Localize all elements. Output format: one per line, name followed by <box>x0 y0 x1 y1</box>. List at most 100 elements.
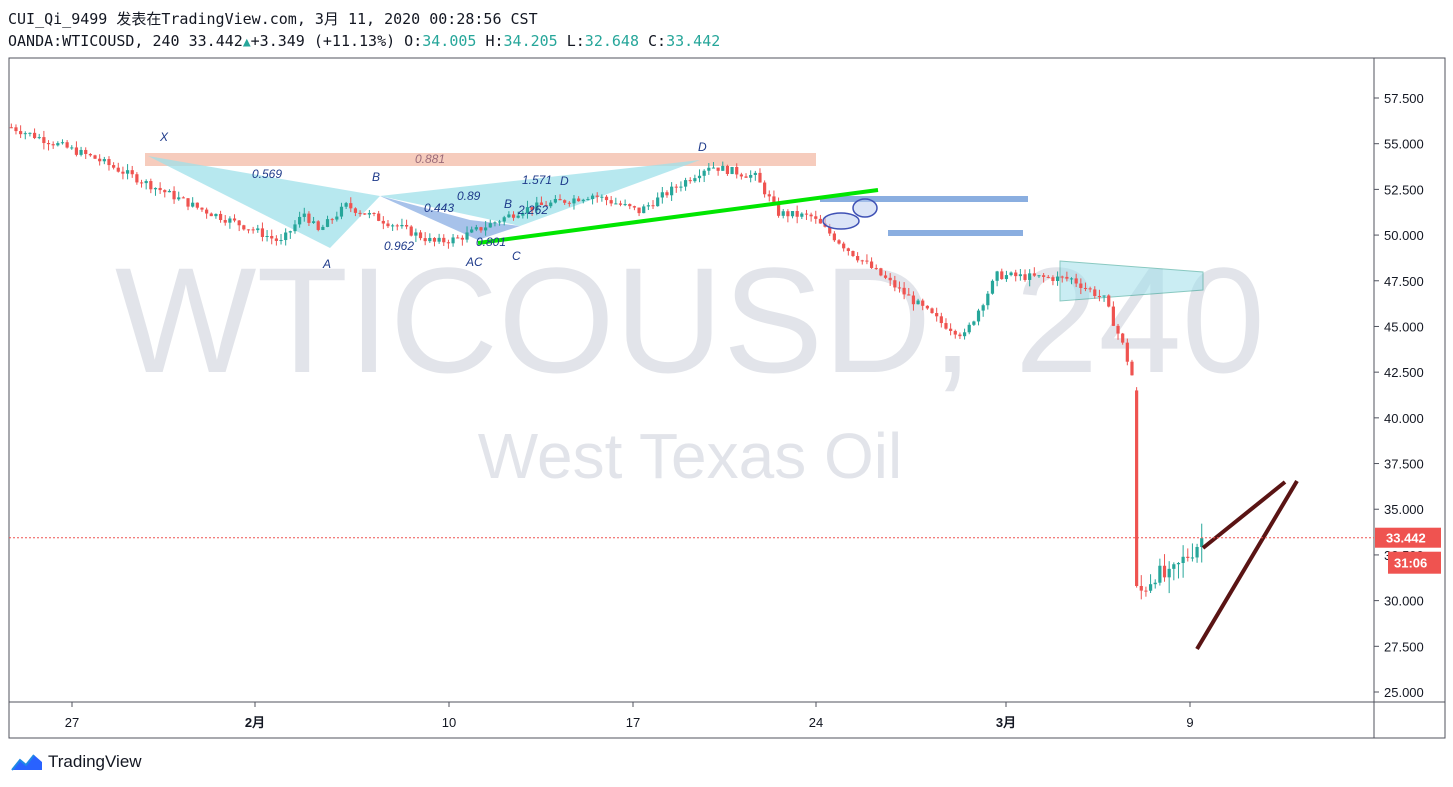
candle-body <box>84 149 88 155</box>
candle-body <box>442 237 446 243</box>
pattern-label: 1.571 <box>522 173 552 187</box>
candle-body <box>135 174 139 183</box>
candle-body <box>391 225 395 227</box>
candle-body <box>1107 295 1111 307</box>
harmonic-xab-triangle <box>148 156 380 248</box>
last-price: 33.442 <box>188 32 243 50</box>
candle-body <box>707 167 711 171</box>
candle-body <box>879 268 883 276</box>
candle-body <box>1130 361 1134 376</box>
candle-body <box>935 313 939 317</box>
candle-body <box>149 181 153 190</box>
candle-body <box>995 271 999 281</box>
candle-body <box>842 243 846 249</box>
candle-body <box>511 214 516 218</box>
candle-body <box>265 236 269 238</box>
candle-body <box>897 287 902 289</box>
candle-body <box>962 332 967 337</box>
candle-body <box>1148 584 1153 591</box>
pattern-label: C <box>512 249 521 263</box>
watermark-symbol: WTICOUSD, 240 <box>115 236 1265 404</box>
candle-body <box>1195 546 1199 558</box>
tradingview-brand[interactable]: TradingView <box>10 752 142 772</box>
candle-body <box>465 232 469 240</box>
candle-body <box>353 208 358 213</box>
candle-body <box>28 132 32 134</box>
candle-body <box>1018 274 1022 277</box>
candle-body <box>749 174 753 178</box>
candle-body <box>1125 342 1129 362</box>
candle-body <box>214 213 218 217</box>
candle-body <box>688 180 692 182</box>
candle-body <box>130 170 134 175</box>
chart-frame <box>8 57 1446 739</box>
candle-body <box>242 225 246 230</box>
candle-body <box>218 213 223 221</box>
candle-body <box>888 277 892 281</box>
y-tick-label: 50.000 <box>1384 228 1424 243</box>
candle-body <box>474 227 478 230</box>
pattern-label: 0.881 <box>415 152 445 166</box>
candle-body <box>930 308 934 314</box>
candle-body <box>725 165 730 174</box>
candle-body <box>1102 295 1106 297</box>
candle-body <box>437 237 441 242</box>
candle-body <box>651 205 655 207</box>
candle-body <box>372 212 376 214</box>
y-tick-label: 55.000 <box>1384 137 1424 152</box>
x-tick-label: 3月 <box>996 715 1016 730</box>
candle-body <box>232 218 237 221</box>
candle-body <box>893 280 897 288</box>
candle-body <box>367 212 371 215</box>
candle-body <box>814 216 818 219</box>
candle-body <box>223 220 227 223</box>
candle-body <box>1097 295 1102 297</box>
candle-body <box>721 165 725 171</box>
candle-body <box>377 213 381 221</box>
candle-body <box>484 227 488 231</box>
candle-body <box>125 170 130 174</box>
candle-body <box>93 155 97 159</box>
candle-body <box>274 238 278 241</box>
candle-body <box>1200 538 1204 547</box>
high-value: 34.205 <box>503 32 558 50</box>
candle-body <box>298 216 302 225</box>
candle-body <box>237 220 241 226</box>
candle-body <box>851 251 855 257</box>
candle-body <box>525 207 530 213</box>
x-tick-label: 2月 <box>245 715 265 730</box>
candle-body <box>1139 585 1143 591</box>
candle-body <box>967 324 971 333</box>
candle-body <box>1176 563 1181 565</box>
candle-body <box>953 330 957 335</box>
y-tick-label: 57.500 <box>1384 91 1424 106</box>
candle-body <box>618 203 623 205</box>
candle-body <box>828 226 832 234</box>
publish-info: CUI_Qi_9499 发表在TradingView.com, 3月 11, 2… <box>8 10 538 28</box>
candle-body <box>270 236 274 239</box>
candle-body <box>1051 277 1055 281</box>
candle-body <box>325 219 330 227</box>
candle-body <box>804 213 809 215</box>
candle-body <box>763 182 767 195</box>
candle-body <box>1111 306 1115 326</box>
y-tick-label: 30.000 <box>1384 594 1424 609</box>
candle-body <box>32 132 37 139</box>
pattern-label: A <box>322 257 331 271</box>
candle-body <box>311 221 316 223</box>
triangle-up-icon: ▲ <box>242 35 251 50</box>
candle-body <box>1158 565 1162 583</box>
y-tick-label: 25.000 <box>1384 685 1424 700</box>
candle-body <box>88 154 92 156</box>
candle-body <box>786 211 790 217</box>
candle-body <box>1060 276 1064 278</box>
candle-body <box>730 167 734 174</box>
candle-body <box>102 159 106 162</box>
candle-body <box>79 149 83 155</box>
candle-body <box>990 280 995 294</box>
candle-body <box>516 215 520 218</box>
highlight-ellipse <box>852 198 878 218</box>
candle-body <box>558 198 562 201</box>
candle-body <box>1079 283 1083 288</box>
